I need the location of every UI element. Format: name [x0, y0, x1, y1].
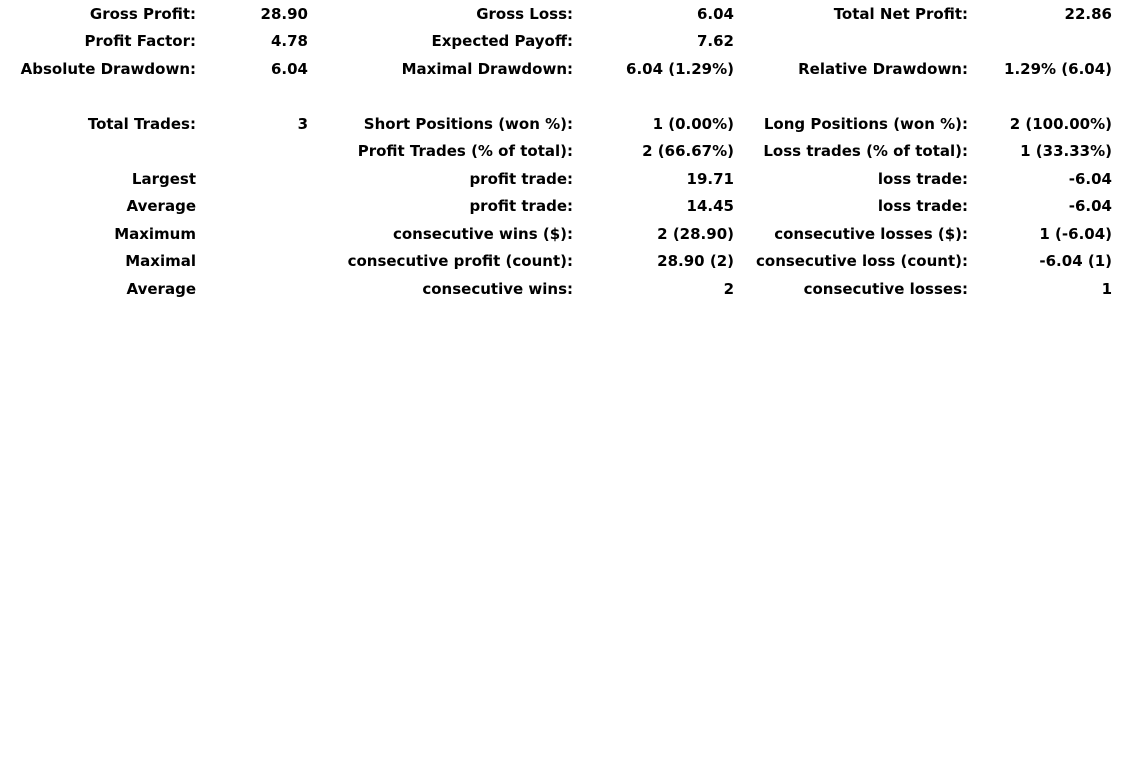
stat-value: 1 (-6.04)	[1039, 224, 1112, 243]
stat-label: Maximal	[125, 252, 196, 271]
report-row: Average consecutive wins: 2 consecutive los…	[0, 275, 1116, 303]
stat-value: 6.04	[270, 59, 308, 78]
stat-label: Short Positions (won %):	[363, 114, 573, 133]
stat-label: consecutive wins:	[422, 279, 573, 298]
stat-value: 1 (33.33%)	[1020, 142, 1112, 161]
stat-value	[200, 193, 312, 221]
stat-label	[312, 83, 577, 111]
stat-value: 22.86	[1064, 4, 1112, 23]
stat-label: Gross Loss:	[476, 4, 573, 23]
stat-value	[200, 83, 312, 111]
stat-value: 6.04	[696, 4, 734, 23]
stat-value: 2 (66.67%)	[642, 142, 734, 161]
stat-value: 19.71	[686, 169, 734, 188]
stat-label: consecutive losses ($):	[774, 224, 968, 243]
stat-value	[200, 248, 312, 276]
stat-value: 2	[723, 279, 734, 298]
stat-value: 14.45	[686, 197, 734, 216]
report-spacer-row	[0, 83, 1116, 111]
report-row: Profit Trades (% of total): 2 (66.67%) Los…	[0, 138, 1116, 166]
stat-label: Relative Drawdown:	[798, 59, 968, 78]
stat-label: Maximum	[114, 224, 196, 243]
stat-value: 3	[297, 114, 308, 133]
stat-value: 6.04 (1.29%)	[626, 59, 734, 78]
stat-label: profit trade:	[469, 169, 573, 188]
report-row: Total Trades: 3 Short Positions (won %): 1 …	[0, 110, 1116, 138]
stat-label	[738, 28, 972, 56]
stat-label: Expected Payoff:	[431, 32, 573, 51]
stat-label: consecutive losses:	[803, 279, 968, 298]
stat-value: 28.90	[260, 4, 308, 23]
stat-label	[738, 83, 972, 111]
report-row: Maximum consecutive wins ($): 2 (28.90) con…	[0, 220, 1116, 248]
stat-label: Average	[126, 197, 196, 216]
report-row: Gross Profit: 28.90 Gross Loss: 6.04 Total N…	[0, 0, 1116, 28]
stat-value: 1.29% (6.04)	[1004, 59, 1112, 78]
stat-value: 1	[1101, 279, 1112, 298]
stat-value: -6.04	[1068, 169, 1112, 188]
stat-value	[200, 138, 312, 166]
stat-label: Profit Factor:	[84, 32, 196, 51]
stat-value: 7.62	[696, 32, 734, 51]
stat-label: Total Net Profit:	[833, 4, 968, 23]
stat-value	[200, 220, 312, 248]
stat-label	[0, 83, 200, 111]
stat-label: Average	[126, 279, 196, 298]
stat-value: -6.04 (1)	[1039, 252, 1112, 271]
stat-label: Maximal Drawdown:	[401, 59, 573, 78]
stat-label: Total Trades:	[87, 114, 196, 133]
stat-label: Long Positions (won %):	[763, 114, 968, 133]
stat-value: 1 (0.00%)	[652, 114, 734, 133]
report-statistics-table: Gross Profit: 28.90 Gross Loss: 6.04 Total N…	[0, 0, 1116, 303]
stat-label: consecutive profit (count):	[347, 252, 573, 271]
stat-label: loss trade:	[877, 197, 968, 216]
stat-value	[200, 165, 312, 193]
stat-value: 2 (100.00%)	[1009, 114, 1112, 133]
stat-label: profit trade:	[469, 197, 573, 216]
report-row: Absolute Drawdown: 6.04 Maximal Drawdown: 6…	[0, 55, 1116, 83]
stat-label: Profit Trades (% of total):	[357, 142, 573, 161]
stat-label: Absolute Drawdown:	[20, 59, 196, 78]
stat-value: -6.04	[1068, 197, 1112, 216]
stat-value	[972, 83, 1116, 111]
stat-value: 4.78	[270, 32, 308, 51]
report-row: Average profit trade: 14.45 loss trade: -6.0…	[0, 193, 1116, 221]
report-row: Largest profit trade: 19.71 loss trade: -6.0…	[0, 165, 1116, 193]
report-row: Maximal consecutive profit (count): 28.90 …	[0, 248, 1116, 276]
stat-value: 2 (28.90)	[657, 224, 734, 243]
stat-value: 28.90 (2)	[657, 252, 734, 271]
stat-value	[577, 83, 738, 111]
stat-label	[0, 138, 200, 166]
stat-label: Largest	[131, 169, 196, 188]
stat-label: loss trade:	[877, 169, 968, 188]
report-row: Profit Factor: 4.78 Expected Payoff: 7.62	[0, 28, 1116, 56]
stat-label: consecutive wins ($):	[392, 224, 573, 243]
stat-label: Loss trades (% of total):	[763, 142, 968, 161]
stat-value	[972, 28, 1116, 56]
stat-value	[200, 275, 312, 303]
stat-label: consecutive loss (count):	[756, 252, 968, 271]
stat-label: Gross Profit:	[89, 4, 196, 23]
